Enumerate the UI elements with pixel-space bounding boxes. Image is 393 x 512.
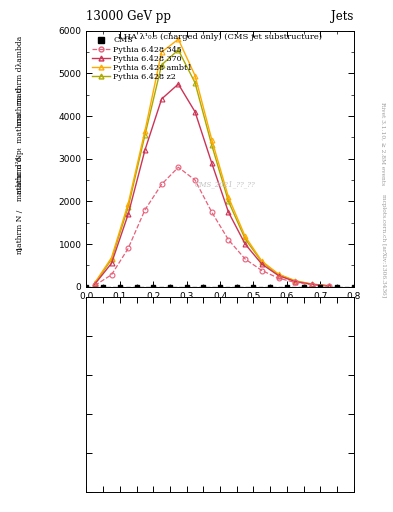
Text: mathrm d pₜ  mathrm: mathrm d pₜ mathrm [16,113,24,194]
Text: CMS_2021_??_??: CMS_2021_??_?? [195,180,256,188]
Text: mathrm N /: mathrm N / [16,210,24,254]
Legend: CMS, Pythia 6.428 345, Pythia 6.428 370, Pythia 6.428 ambt1, Pythia 6.428 z2: CMS, Pythia 6.428 345, Pythia 6.428 370,… [90,35,194,83]
Text: mathrm d²N: mathrm d²N [16,154,24,201]
Text: Jets: Jets [331,10,354,23]
Text: mathrm dλambda: mathrm dλambda [16,36,24,104]
Text: mathrm d: mathrm d [16,87,24,124]
Text: 13000 GeV pp: 13000 GeV pp [86,10,171,23]
Text: LHA λ¹₀.₅ (charged only) (CMS jet substructure): LHA λ¹₀.₅ (charged only) (CMS jet substr… [118,33,322,41]
Text: mcplots.cern.ch [arXiv:1306.3436]: mcplots.cern.ch [arXiv:1306.3436] [381,194,386,297]
Text: 1: 1 [16,246,24,251]
Text: Rivet 3.1.10, ≥ 2.8M events: Rivet 3.1.10, ≥ 2.8M events [381,102,386,185]
